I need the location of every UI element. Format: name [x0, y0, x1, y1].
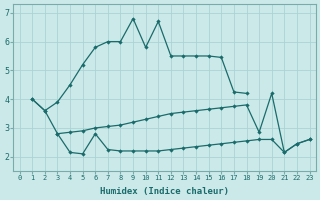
X-axis label: Humidex (Indice chaleur): Humidex (Indice chaleur) [100, 187, 229, 196]
